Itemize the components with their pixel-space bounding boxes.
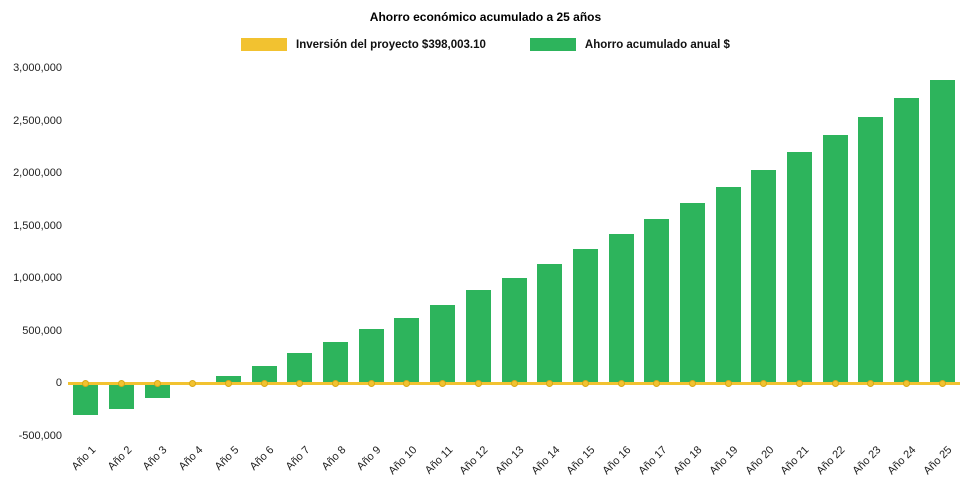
bar-año-6 <box>251 365 277 384</box>
y-axis-tick-label: 2,000,000 <box>13 167 62 180</box>
y-axis-tick-label: 3,000,000 <box>13 62 62 74</box>
legend-label-investment: Inversión del proyecto $398,003.10 <box>296 38 486 51</box>
investment-line-marker <box>831 379 839 387</box>
investment-line-marker <box>581 379 589 387</box>
investment-line-marker <box>403 379 411 387</box>
investment-line-marker <box>296 379 304 387</box>
investment-line-marker <box>189 379 197 387</box>
y-axis-tick-label: 500,000 <box>22 324 62 337</box>
y-axis-tick-label: 0 <box>55 377 62 390</box>
bar-año-2 <box>109 383 135 410</box>
investment-line-marker <box>760 379 768 387</box>
investment-line-marker <box>260 379 268 387</box>
chart-title: Ahorro económico acumulado a 25 años <box>369 10 602 24</box>
bar-año-7 <box>287 353 313 384</box>
bar-año-21 <box>786 152 812 384</box>
bar-año-20 <box>751 169 777 384</box>
investment-line-marker <box>617 379 625 387</box>
bar-año-15 <box>572 249 598 384</box>
y-axis-tick-label: 2,500,000 <box>13 114 62 127</box>
bar-año-18 <box>679 203 705 384</box>
bar-año-22 <box>822 135 848 384</box>
bar-año-14 <box>537 263 563 384</box>
bar-año-8 <box>323 342 349 384</box>
bar-año-11 <box>430 304 456 384</box>
investment-line-marker <box>653 379 661 387</box>
investment-swatch <box>241 38 288 51</box>
investment-line-marker <box>688 379 696 387</box>
investment-line-marker <box>795 379 803 387</box>
investment-line-marker <box>724 379 732 387</box>
investment-line-marker <box>118 379 126 387</box>
bar-año-3 <box>144 383 170 398</box>
investment-line-marker <box>510 379 518 387</box>
legend-item-investment[interactable]: Inversión del proyecto $398,003.10 <box>241 38 486 51</box>
bar-año-1 <box>73 383 99 415</box>
bar-año-19 <box>715 187 741 384</box>
bar-año-10 <box>394 318 420 384</box>
investment-line-marker <box>546 379 554 387</box>
investment-line-marker <box>153 379 161 387</box>
bar-año-12 <box>465 290 491 384</box>
bar-año-23 <box>858 117 884 384</box>
bar-año-5 <box>216 375 242 384</box>
investment-line-marker <box>938 379 946 387</box>
legend: Inversión del proyecto $398,003.10 Ahorr… <box>0 38 971 51</box>
investment-line-marker <box>439 379 447 387</box>
bar-año-9 <box>358 329 384 384</box>
investment-line-marker <box>902 379 910 387</box>
investment-line-marker <box>332 379 340 387</box>
investment-line-marker <box>225 379 233 387</box>
savings-swatch <box>529 38 576 51</box>
y-axis-tick-label: 1,000,000 <box>13 272 62 285</box>
investment-line-marker <box>474 379 482 387</box>
bar-año-25 <box>929 79 955 384</box>
x-axis-tick-label: Año 1 <box>69 444 99 473</box>
legend-label-savings: Ahorro acumulado anual $ <box>584 38 730 51</box>
bar-año-13 <box>501 278 527 384</box>
legend-item-savings[interactable]: Ahorro acumulado anual $ <box>529 38 730 51</box>
y-axis-tick-label: -500,000 <box>18 430 62 442</box>
investment-line-marker <box>82 379 90 387</box>
y-axis-tick-label: 1,500,000 <box>13 219 62 232</box>
bar-año-16 <box>608 234 634 384</box>
investment-line-marker <box>867 379 875 387</box>
bar-año-17 <box>644 219 670 384</box>
bar-año-24 <box>893 97 919 384</box>
investment-line-marker <box>367 379 375 387</box>
